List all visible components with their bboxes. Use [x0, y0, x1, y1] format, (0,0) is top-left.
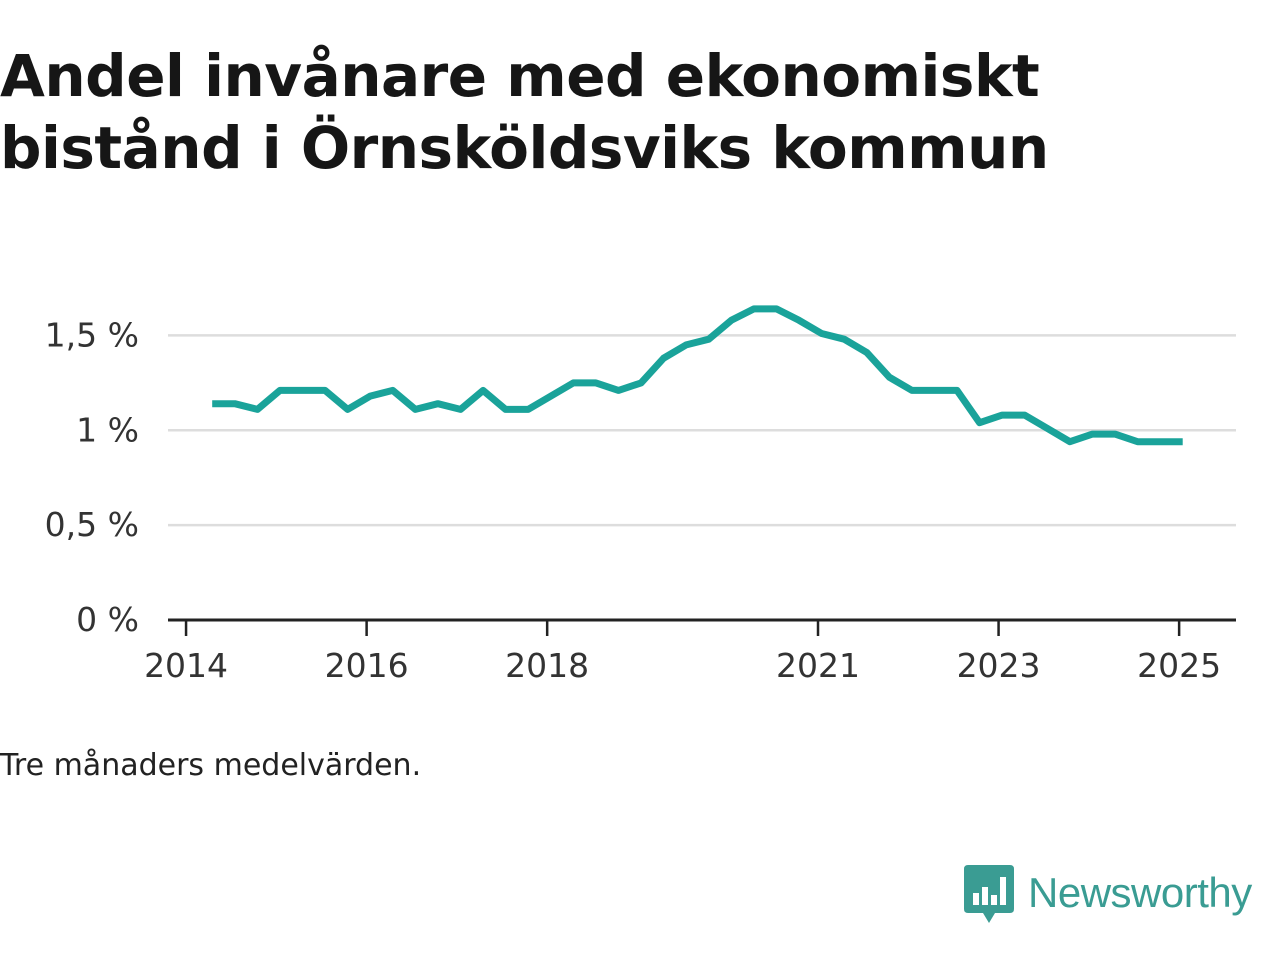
y-tick-label: 1,5 % [45, 315, 139, 354]
brand-logo: Newsworthy [964, 864, 1252, 928]
y-tick-label: 0 % [76, 600, 139, 639]
x-tick-label: 2023 [957, 646, 1041, 685]
chart-title-line-2: bistånd i Örnsköldsviks kommun [0, 114, 1049, 182]
line-chart: 0 % 0,5 % 1 % 1,5 % 2014 2016 2018 2021 2023 2025 [45, 305, 1236, 685]
chart-title: Andel invånare med ekonomiskt bistånd i … [0, 40, 1200, 184]
chart-note: Tre månaders medelvärden. [0, 748, 422, 783]
chart-title-line-1: Andel invånare med ekonomiskt [0, 42, 1040, 110]
newsworthy-logo-icon [964, 865, 1014, 923]
x-tick-label: 2014 [144, 646, 228, 685]
x-tick-label: 2021 [776, 646, 860, 685]
x-tick-label: 2025 [1137, 646, 1221, 685]
series-line [212, 305, 1183, 446]
brand-name: Newsworthy [1028, 869, 1252, 916]
x-tick-label: 2018 [505, 646, 589, 685]
x-tick-label: 2016 [325, 646, 409, 685]
y-tick-label: 1 % [76, 410, 139, 449]
y-tick-label: 0,5 % [45, 505, 139, 544]
